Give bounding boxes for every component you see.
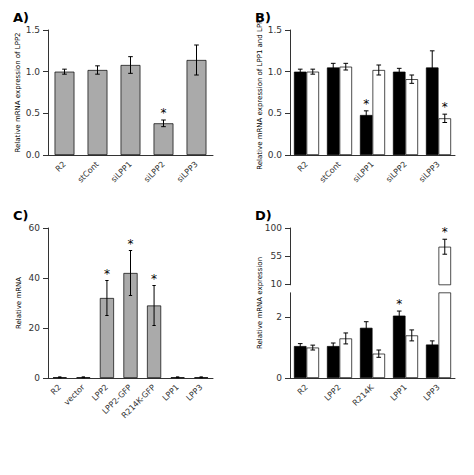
- svg-text:*: *: [396, 297, 402, 311]
- svg-text:stCont: stCont: [318, 160, 343, 185]
- svg-text:*: *: [104, 267, 110, 281]
- svg-text:R2: R2: [296, 383, 310, 397]
- svg-text:siLPP2: siLPP2: [142, 160, 166, 184]
- svg-text:100: 100: [265, 223, 282, 233]
- svg-text:0: 0: [34, 373, 40, 383]
- svg-text:R2: R2: [296, 160, 310, 174]
- svg-text:siLPP2: siLPP2: [384, 160, 408, 184]
- svg-text:R214K: R214K: [351, 382, 376, 407]
- svg-text:A): A): [13, 10, 29, 25]
- svg-text:Relative mRNA expression of LP: Relative mRNA expression of LPP1 and LPP…: [256, 15, 264, 170]
- svg-text:siLPP3: siLPP3: [417, 160, 441, 184]
- svg-text:*: *: [151, 272, 157, 286]
- svg-text:*: *: [442, 100, 448, 114]
- svg-text:D): D): [255, 208, 272, 223]
- svg-text:0.0: 0.0: [268, 150, 283, 160]
- svg-text:2: 2: [276, 312, 282, 322]
- svg-text:60: 60: [29, 223, 41, 233]
- svg-text:Relative mRNA: Relative mRNA: [15, 277, 23, 329]
- svg-text:Relative mRNA expression: Relative mRNA expression: [256, 257, 264, 349]
- svg-text:LPP2: LPP2: [323, 383, 343, 403]
- svg-text:0.5: 0.5: [268, 108, 282, 118]
- svg-text:55: 55: [271, 251, 282, 261]
- svg-text:1.0: 1.0: [26, 67, 41, 77]
- svg-text:10: 10: [271, 279, 283, 289]
- svg-text:LPP1: LPP1: [161, 383, 181, 403]
- svg-text:20: 20: [29, 323, 41, 333]
- svg-text:1.5: 1.5: [26, 25, 40, 35]
- svg-text:siLPP1: siLPP1: [109, 160, 133, 184]
- svg-text:0: 0: [276, 373, 282, 383]
- svg-text:LPP3: LPP3: [184, 383, 204, 403]
- svg-text:*: *: [442, 225, 448, 239]
- svg-text:B): B): [255, 10, 271, 25]
- svg-text:*: *: [161, 106, 167, 120]
- svg-text:R2: R2: [49, 383, 63, 397]
- svg-text:*: *: [363, 97, 369, 111]
- svg-text:R2: R2: [54, 160, 68, 174]
- svg-text:LPP1: LPP1: [389, 383, 409, 403]
- svg-text:*: *: [128, 237, 134, 251]
- svg-text:siLPP1: siLPP1: [351, 160, 375, 184]
- svg-text:1.5: 1.5: [268, 25, 282, 35]
- svg-text:stCont: stCont: [76, 160, 101, 185]
- svg-text:LPP2-GFP: LPP2-GFP: [100, 382, 134, 416]
- svg-text:vector: vector: [62, 382, 87, 407]
- svg-text:0.0: 0.0: [26, 150, 41, 160]
- svg-text:LPP3: LPP3: [422, 383, 442, 403]
- svg-text:0.5: 0.5: [26, 108, 40, 118]
- svg-text:siLPP3: siLPP3: [175, 160, 199, 184]
- svg-text:40: 40: [29, 273, 41, 283]
- svg-text:C): C): [13, 208, 28, 223]
- svg-text:R214K-GFP: R214K-GFP: [120, 383, 158, 421]
- svg-text:1.0: 1.0: [268, 67, 283, 77]
- svg-text:Relative mRNA expression of LP: Relative mRNA expression of LPP2: [14, 32, 22, 152]
- svg-text:LPP2: LPP2: [90, 383, 110, 403]
